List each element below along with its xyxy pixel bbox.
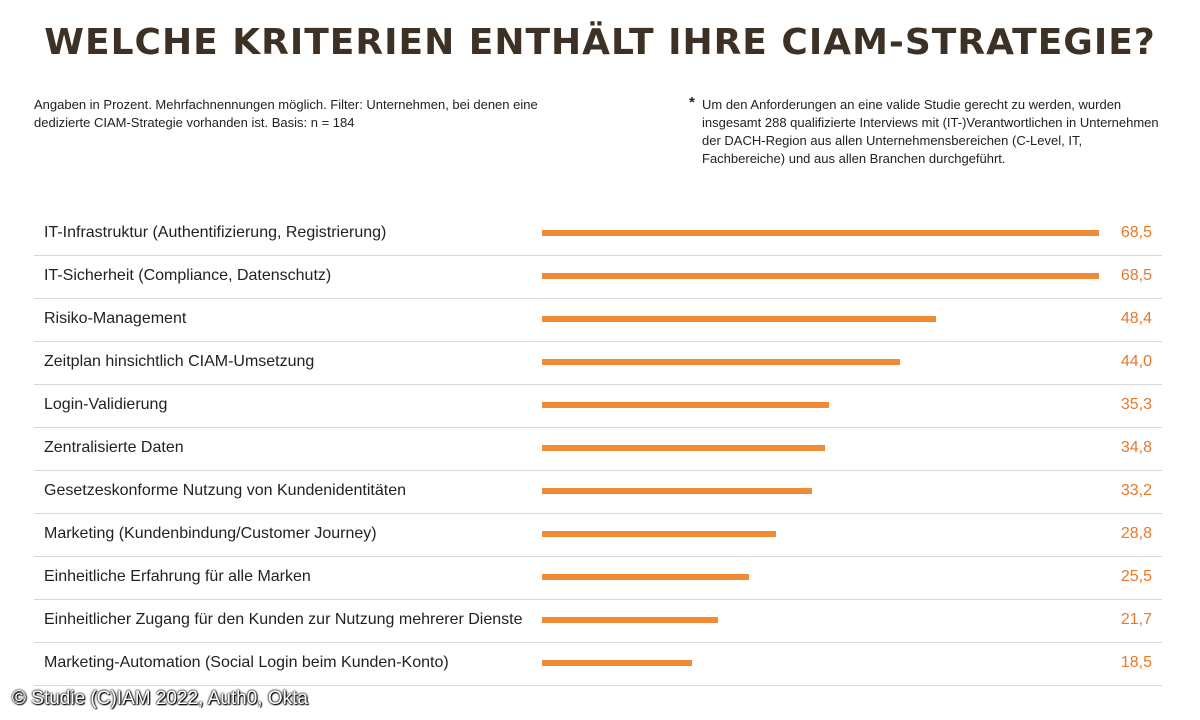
bar	[542, 617, 718, 623]
bar	[542, 273, 1099, 279]
category-label: Gesetzeskonforme Nutzung von Kundenident…	[44, 482, 407, 499]
source-credit: © Studie (C)IAM 2022, Auth0, Okta	[12, 688, 308, 709]
chart-row: Einheitliche Erfahrung für alle Marken 25…	[34, 556, 1162, 600]
bar	[542, 531, 776, 537]
value-label: 18,5	[1120, 654, 1152, 671]
chart-row: Login-Validierung 35,3	[34, 384, 1162, 428]
footnote-marker: *	[689, 94, 695, 111]
value-label: 48,4	[1120, 310, 1152, 327]
study-footnote: Um den Anforderungen an eine valide Stud…	[702, 97, 1159, 166]
bar	[542, 359, 900, 365]
bar	[542, 660, 692, 666]
chart-row: Marketing (Kundenbindung/Customer Journe…	[34, 513, 1162, 557]
chart-row: Zeitplan hinsichtlich CIAM-Umsetzung 44,0	[34, 341, 1162, 385]
method-note: Angaben in Prozent. Mehrfachnennungen mö…	[34, 97, 538, 130]
bar	[542, 488, 812, 494]
value-label: 25,5	[1120, 568, 1152, 585]
chart-row: Risiko-Management 48,4	[34, 298, 1162, 342]
category-label: IT-Infrastruktur (Authentifizierung, Reg…	[44, 224, 387, 241]
chart-title: WELCHE KRITERIEN ENTHÄLT IHRE CIAM-STRAT…	[44, 22, 1156, 63]
value-label: 35,3	[1120, 396, 1152, 413]
chart-row: IT-Sicherheit (Compliance, Datenschutz) 6…	[34, 255, 1162, 299]
category-label: Zeitplan hinsichtlich CIAM-Umsetzung	[44, 353, 315, 370]
bar	[542, 230, 1099, 236]
value-label: 33,2	[1120, 482, 1152, 499]
bar	[542, 445, 825, 451]
chart-row: Zentralisierte Daten 34,8	[34, 427, 1162, 471]
value-label: 44,0	[1120, 353, 1152, 370]
category-label: Marketing (Kundenbindung/Customer Journe…	[44, 525, 377, 542]
category-label: Risiko-Management	[44, 310, 187, 327]
bar	[542, 316, 936, 322]
value-label: 68,5	[1120, 267, 1152, 284]
value-label: 34,8	[1120, 439, 1152, 456]
bar	[542, 574, 749, 580]
value-label: 21,7	[1120, 611, 1152, 628]
category-label: Marketing-Automation (Social Login beim …	[44, 654, 449, 671]
chart-row: Marketing-Automation (Social Login beim …	[34, 642, 1162, 686]
category-label: Einheitliche Erfahrung für alle Marken	[44, 568, 311, 585]
chart-row: IT-Infrastruktur (Authentifizierung, Reg…	[34, 212, 1162, 256]
category-label: IT-Sicherheit (Compliance, Datenschutz)	[44, 267, 332, 284]
value-label: 68,5	[1120, 224, 1152, 241]
category-label: Einheitlicher Zugang für den Kunden zur …	[44, 611, 523, 628]
category-label: Login-Validierung	[44, 396, 168, 413]
chart-row: Einheitlicher Zugang für den Kunden zur …	[34, 599, 1162, 643]
value-label: 28,8	[1120, 525, 1152, 542]
category-label: Zentralisierte Daten	[44, 439, 184, 456]
bar	[542, 402, 829, 408]
chart-row: Gesetzeskonforme Nutzung von Kundenident…	[34, 470, 1162, 514]
